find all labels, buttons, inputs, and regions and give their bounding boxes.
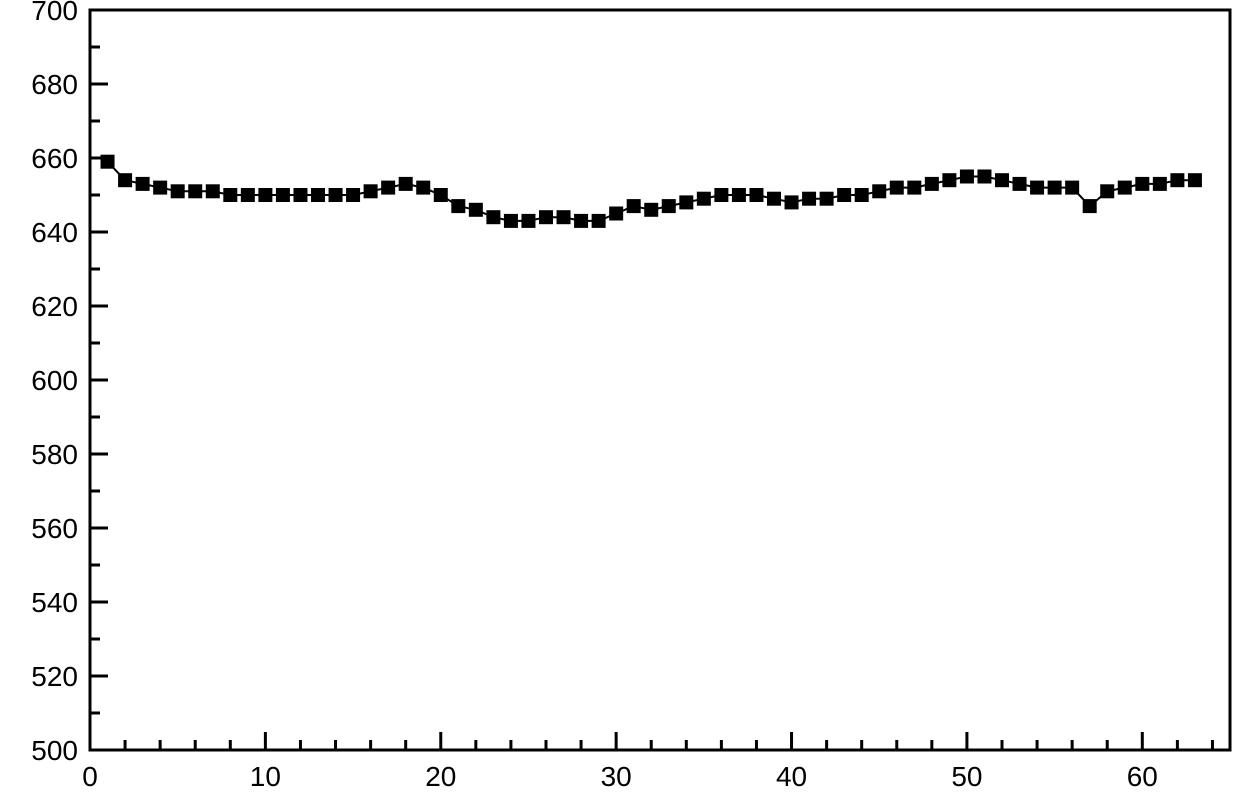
data-marker: [1013, 177, 1027, 191]
data-marker: [258, 188, 272, 202]
data-marker: [732, 188, 746, 202]
data-marker: [837, 188, 851, 202]
data-marker: [416, 181, 430, 195]
data-marker: [346, 188, 360, 202]
data-marker: [276, 188, 290, 202]
chart-svg: 500 520 540 560 580 600 620 640 660 680 700 0 10 20 30…: [0, 0, 1240, 798]
data-marker: [329, 188, 343, 202]
data-marker: [241, 188, 255, 202]
data-marker: [995, 173, 1009, 187]
data-marker: [293, 188, 307, 202]
data-marker: [609, 207, 623, 221]
data-marker: [539, 210, 553, 224]
y-tick-label: 700: [31, 0, 78, 26]
data-marker: [1118, 181, 1132, 195]
data-marker: [101, 155, 115, 169]
data-marker: [872, 184, 886, 198]
data-marker: [206, 184, 220, 198]
data-marker: [574, 214, 588, 228]
data-marker: [644, 203, 658, 217]
data-marker: [1100, 184, 1114, 198]
data-marker: [627, 199, 641, 213]
data-marker: [785, 195, 799, 209]
y-tick-label: 660: [31, 143, 78, 174]
data-marker: [697, 192, 711, 206]
data-marker: [364, 184, 378, 198]
data-marker: [592, 214, 606, 228]
data-marker: [153, 181, 167, 195]
data-marker: [188, 184, 202, 198]
data-marker: [960, 170, 974, 184]
y-tick-label: 580: [31, 439, 78, 470]
data-marker: [311, 188, 325, 202]
data-marker: [171, 184, 185, 198]
data-marker: [223, 188, 237, 202]
y-tick-label: 520: [31, 661, 78, 692]
data-marker: [977, 170, 991, 184]
data-marker: [1065, 181, 1079, 195]
data-marker: [1153, 177, 1167, 191]
data-marker: [1170, 173, 1184, 187]
data-marker: [749, 188, 763, 202]
data-marker: [820, 192, 834, 206]
x-tick-label: 10: [250, 761, 281, 792]
data-marker: [1135, 177, 1149, 191]
data-marker: [767, 192, 781, 206]
x-tick-label: 50: [951, 761, 982, 792]
y-tick-label: 560: [31, 513, 78, 544]
data-marker: [504, 214, 518, 228]
data-marker: [136, 177, 150, 191]
data-marker: [907, 181, 921, 195]
data-marker: [855, 188, 869, 202]
y-tick-label: 540: [31, 587, 78, 618]
data-marker: [925, 177, 939, 191]
data-marker: [381, 181, 395, 195]
y-tick-label: 680: [31, 69, 78, 100]
y-tick-label: 640: [31, 217, 78, 248]
data-marker: [890, 181, 904, 195]
data-marker: [942, 173, 956, 187]
data-marker: [714, 188, 728, 202]
y-tick-label: 600: [31, 365, 78, 396]
data-marker: [662, 199, 676, 213]
x-tick-label: 20: [425, 761, 456, 792]
data-marker: [486, 210, 500, 224]
data-marker: [1030, 181, 1044, 195]
data-marker: [1083, 199, 1097, 213]
x-tick-label: 40: [776, 761, 807, 792]
chart-container: 500 520 540 560 580 600 620 640 660 680 700 0 10 20 30…: [0, 0, 1240, 798]
data-marker: [399, 177, 413, 191]
data-marker: [1188, 173, 1202, 187]
x-tick-label: 30: [601, 761, 632, 792]
x-tick-label: 0: [82, 761, 98, 792]
y-tick-label: 620: [31, 291, 78, 322]
y-tick-label: 500: [31, 735, 78, 766]
data-marker: [434, 188, 448, 202]
data-marker: [802, 192, 816, 206]
data-marker: [451, 199, 465, 213]
data-marker: [557, 210, 571, 224]
data-marker: [521, 214, 535, 228]
x-tick-label: 60: [1127, 761, 1158, 792]
data-marker: [469, 203, 483, 217]
data-marker: [1048, 181, 1062, 195]
data-marker: [679, 195, 693, 209]
data-marker: [118, 173, 132, 187]
